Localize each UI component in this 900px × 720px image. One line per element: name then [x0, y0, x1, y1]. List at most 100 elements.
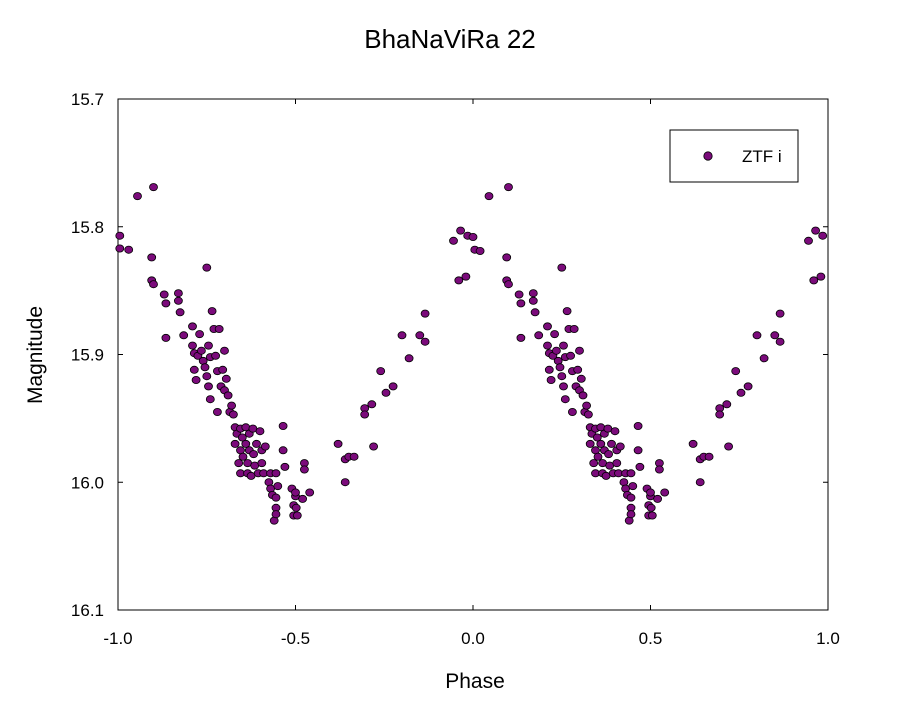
data-point — [161, 299, 171, 308]
data-point — [271, 469, 281, 478]
data-point — [816, 272, 826, 281]
data-point — [715, 410, 725, 419]
data-point — [552, 346, 561, 355]
data-point — [576, 374, 586, 383]
data-point — [612, 459, 622, 468]
data-point — [234, 459, 244, 468]
data-point — [188, 322, 197, 331]
data-point — [173, 296, 183, 305]
data-point — [724, 442, 733, 451]
data-point — [305, 488, 315, 497]
data-point — [468, 232, 478, 241]
x-tick-label: -1.0 — [103, 629, 132, 648]
data-point — [584, 410, 593, 419]
data-point — [655, 465, 664, 474]
data-point — [543, 322, 552, 331]
data-point — [420, 309, 430, 318]
data-point — [360, 410, 370, 419]
data-point — [291, 503, 301, 512]
data-point — [550, 330, 559, 339]
data-point — [593, 452, 603, 461]
x-axis-label: Phase — [445, 670, 505, 693]
data-point — [688, 439, 698, 448]
data-point — [504, 183, 513, 192]
data-point — [544, 365, 554, 374]
data-point — [607, 439, 616, 448]
data-point — [575, 346, 584, 355]
data-point — [271, 493, 281, 502]
data-point — [292, 511, 302, 520]
legend-marker — [703, 151, 713, 161]
data-point — [695, 478, 705, 487]
data-point — [173, 289, 183, 298]
data-point — [149, 280, 158, 289]
data-point — [133, 192, 142, 201]
data-point — [196, 346, 206, 355]
data-point — [752, 331, 762, 340]
data-point — [149, 183, 158, 192]
data-point — [566, 351, 575, 360]
data-point — [333, 439, 343, 448]
data-point — [227, 401, 237, 410]
data-point — [557, 263, 567, 272]
data-point — [560, 395, 570, 404]
data-point — [273, 482, 283, 491]
data-point — [420, 337, 430, 346]
data-point — [475, 246, 485, 255]
data-point — [195, 330, 205, 339]
data-point — [205, 395, 215, 404]
x-tick-label: 0.5 — [639, 629, 663, 648]
data-point — [516, 333, 526, 342]
data-point — [633, 421, 643, 430]
data-point — [770, 331, 780, 340]
y-tick-label: 15.7 — [71, 90, 104, 109]
data-point — [202, 263, 212, 272]
data-point — [381, 388, 391, 397]
data-point — [653, 494, 662, 503]
data-point — [759, 354, 769, 363]
data-point — [238, 452, 248, 461]
y-tick-label: 15.9 — [71, 346, 104, 365]
data-point — [454, 276, 464, 285]
data-point — [404, 354, 414, 363]
data-point — [237, 433, 247, 442]
data-point — [278, 446, 288, 455]
data-point — [585, 439, 595, 448]
data-point — [220, 346, 229, 355]
data-point — [504, 280, 513, 289]
data-point — [557, 372, 567, 381]
data-point — [596, 439, 606, 448]
data-point — [449, 236, 458, 245]
data-point — [573, 365, 583, 374]
data-point — [589, 459, 599, 468]
data-point — [546, 375, 556, 384]
data-point — [559, 341, 568, 350]
y-tick-label: 15.8 — [71, 218, 104, 237]
data-point — [543, 341, 552, 350]
data-point — [582, 401, 591, 410]
data-point — [204, 341, 213, 350]
data-point — [559, 382, 568, 391]
chart-title: BhaNaViRa 22 — [364, 24, 536, 54]
data-point — [159, 290, 169, 299]
data-point — [161, 333, 171, 342]
data-point — [189, 365, 199, 374]
data-point — [349, 452, 359, 461]
data-point — [635, 462, 645, 471]
data-point — [207, 307, 217, 316]
data-point — [704, 452, 714, 461]
data-point — [115, 244, 125, 253]
data-point — [731, 367, 741, 376]
data-point — [562, 307, 572, 316]
data-point — [228, 410, 238, 419]
data-point — [502, 253, 512, 262]
data-point — [291, 488, 300, 497]
data-point — [626, 493, 636, 502]
data-point — [214, 324, 224, 333]
y-tick-label: 16.0 — [71, 473, 104, 492]
data-point — [660, 488, 670, 497]
data-point — [775, 309, 785, 318]
data-point — [388, 382, 398, 391]
data-point — [271, 510, 281, 519]
data-point — [646, 503, 656, 512]
